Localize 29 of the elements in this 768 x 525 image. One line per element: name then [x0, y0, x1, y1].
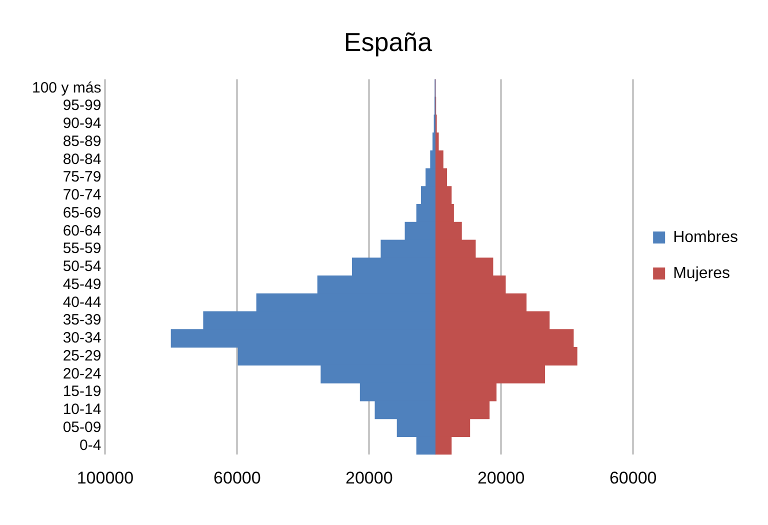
y-tick-label: 85-89 — [62, 132, 102, 150]
y-tick-label: 60-64 — [62, 222, 102, 240]
y-tick-label: 35-39 — [62, 312, 102, 329]
y-tick-label: 0-4 — [80, 436, 102, 454]
x-tick-label: 20000 — [346, 468, 393, 488]
y-tick-label: 55-59 — [62, 240, 102, 258]
x-tick-label: 60000 — [609, 468, 657, 488]
y-tick-label: 100 y más — [32, 79, 102, 96]
chart-title: España — [344, 26, 433, 57]
legend-label: Mujeres — [673, 264, 730, 282]
y-tick-label: 80-84 — [62, 150, 102, 168]
y-tick-label: 15-19 — [62, 383, 102, 400]
y-tick-label: 75-79 — [62, 168, 102, 186]
x-tick-label: 20000 — [477, 468, 525, 488]
x-tick-label: 100000 — [76, 468, 134, 488]
y-tick-label: 10-14 — [62, 401, 102, 418]
legend-label: Hombres — [673, 228, 738, 246]
y-tick-label: 90-94 — [62, 115, 102, 132]
y-tick-label: 45-49 — [62, 276, 102, 293]
x-tick-label: 60000 — [214, 468, 261, 488]
y-tick-label: 30-34 — [62, 330, 102, 347]
y-tick-label: 65-69 — [62, 204, 102, 222]
y-tick-label: 95-99 — [62, 97, 102, 114]
y-tick-label: 50-54 — [62, 258, 102, 276]
y-tick-label: 40-44 — [62, 294, 102, 311]
y-tick-label: 05-09 — [62, 418, 102, 436]
y-tick-label: 70-74 — [62, 186, 102, 204]
y-tick-label: 20-24 — [62, 365, 102, 382]
y-tick-label: 25-29 — [62, 347, 102, 364]
